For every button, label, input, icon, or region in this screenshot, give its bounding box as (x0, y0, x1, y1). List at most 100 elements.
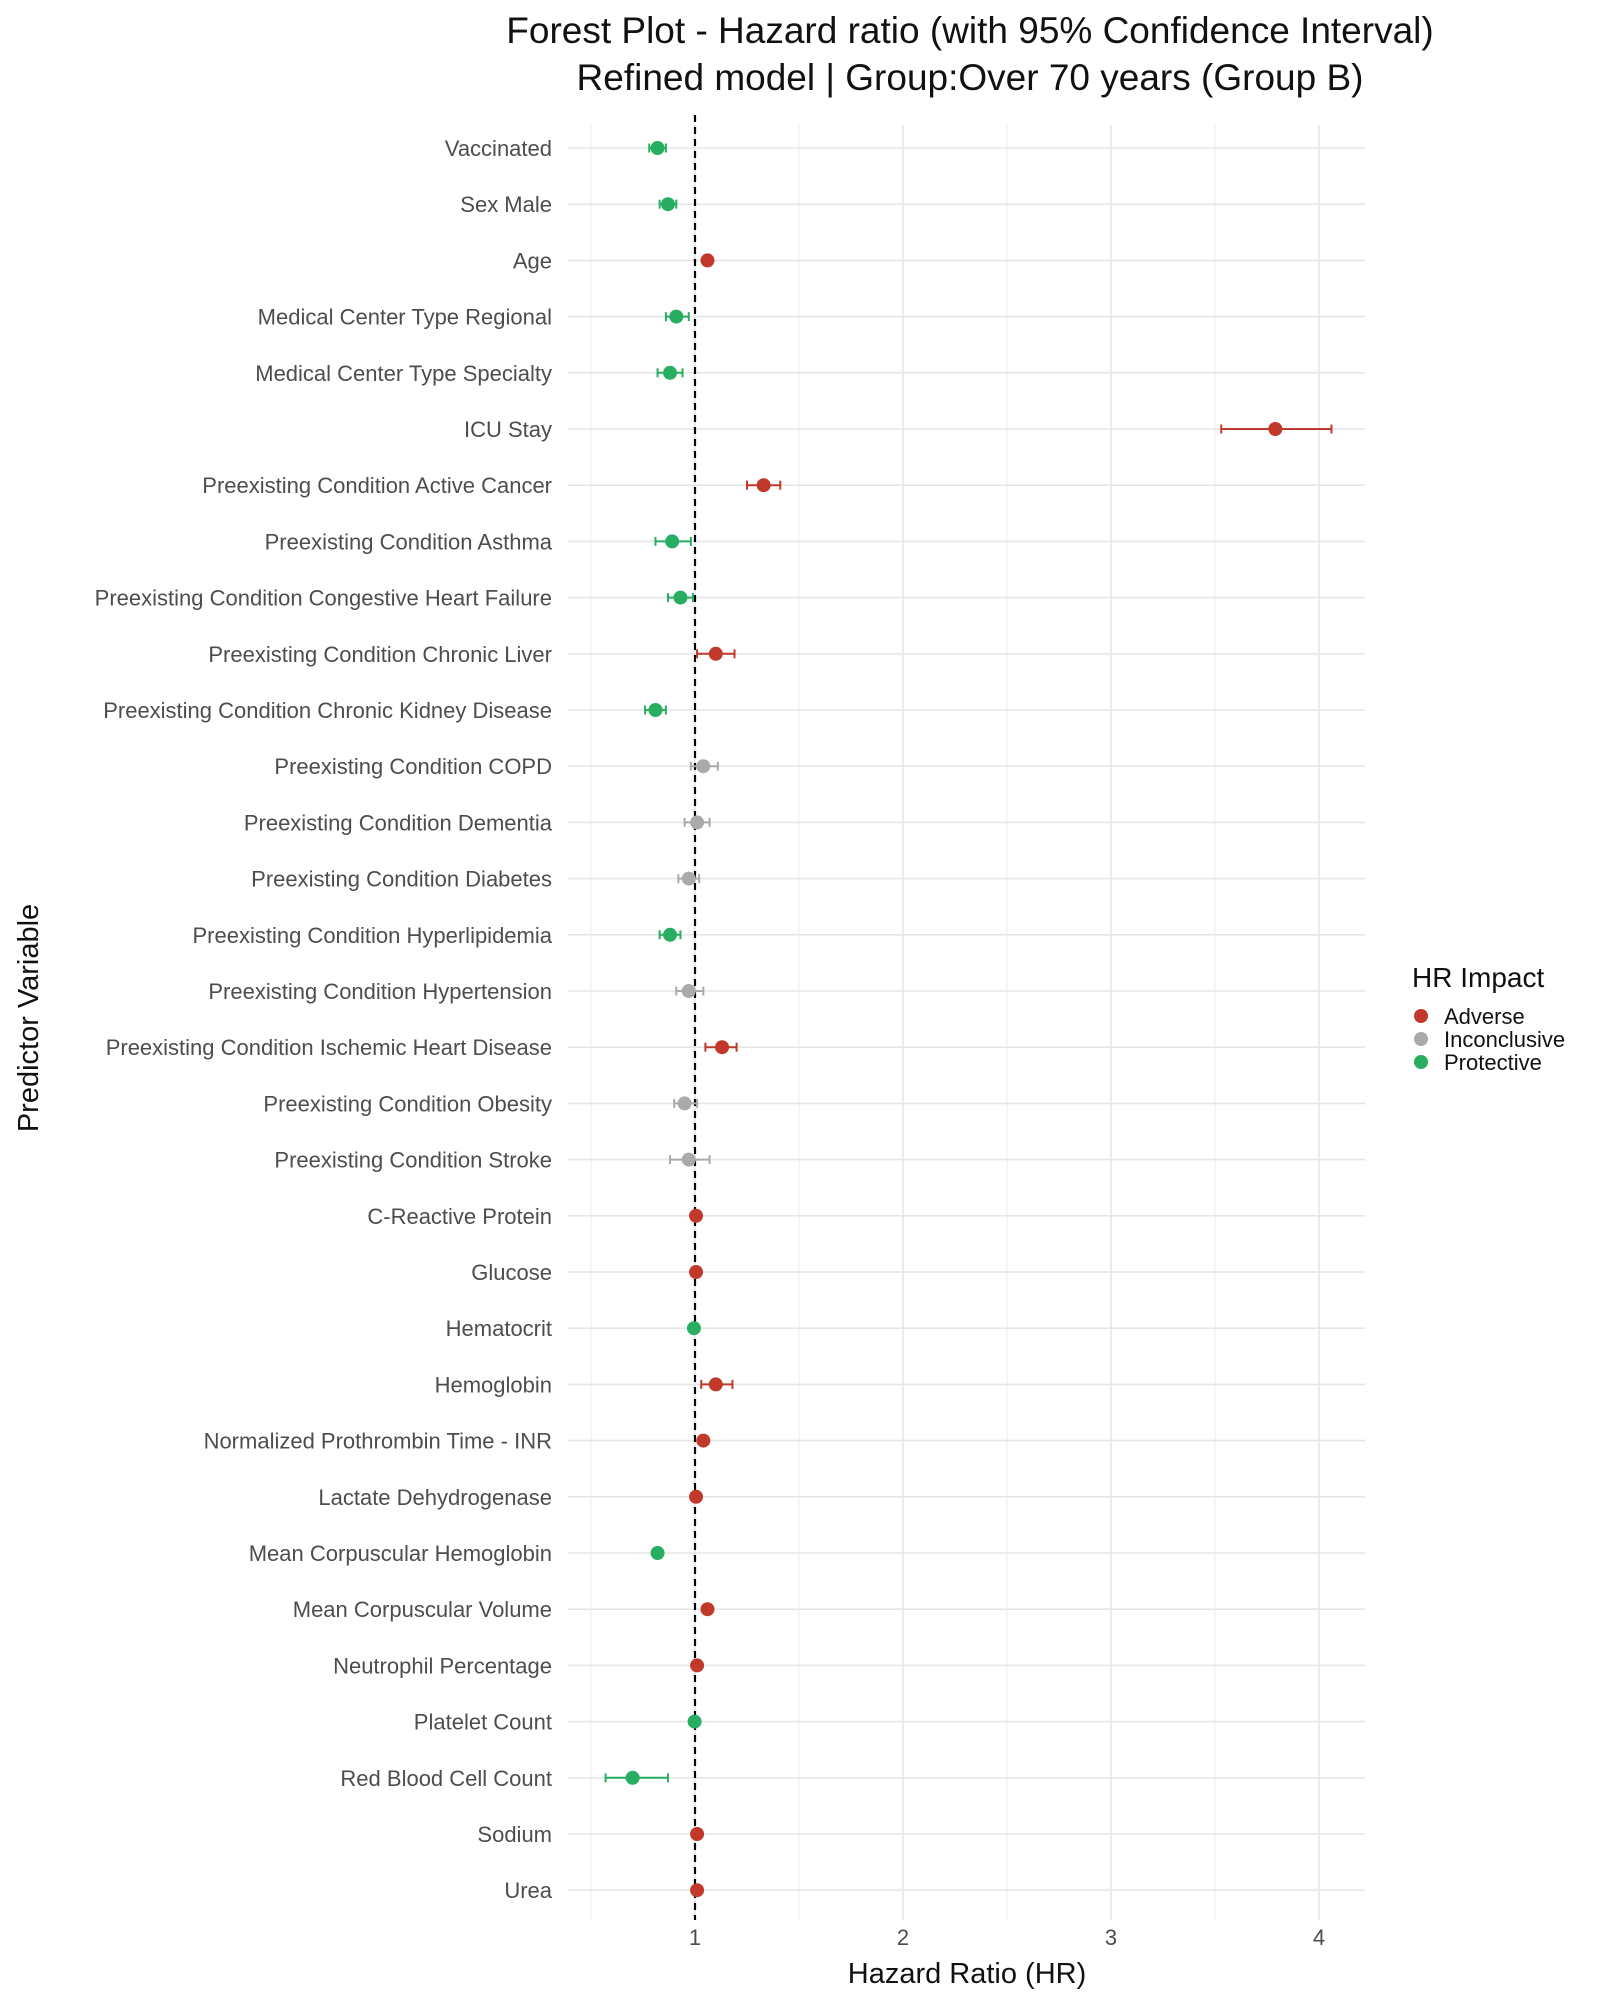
forest-row (1220, 422, 1333, 436)
forest-row (683, 815, 711, 830)
y-tick-label: Medical Center Type Specialty (255, 361, 552, 386)
hr-point (663, 927, 678, 942)
forest-row (700, 1602, 715, 1617)
y-tick-label: Mean Corpuscular Volume (293, 1597, 552, 1622)
y-tick-labels: Vaccinated Sex Male Age Medical Center Type… (95, 136, 553, 1903)
y-tick-label: ICU Stay (464, 417, 552, 442)
hr-point (690, 1658, 705, 1673)
hr-point (648, 703, 663, 717)
forest-row (654, 534, 692, 549)
legend-label: Inconclusive (1444, 1027, 1565, 1052)
hr-point (708, 1377, 723, 1392)
hr-point (696, 759, 711, 774)
y-tick-label: Preexisting Condition Diabetes (251, 867, 552, 892)
y-tick-label: Sex Male (460, 192, 552, 217)
forest-row (658, 197, 678, 212)
forest-row (644, 703, 667, 717)
hr-point (681, 871, 696, 886)
x-axis-title: Hazard Ratio (HR) (848, 1958, 1087, 1990)
y-tick-label: Red Blood Cell Count (340, 1766, 552, 1791)
x-tick-label: 1 (689, 1925, 701, 1950)
hr-point (665, 534, 680, 549)
chart-subtitle: Refined model | Group:Over 70 years (Gro… (576, 57, 1364, 98)
y-tick-label: Age (513, 248, 552, 273)
forest-row (673, 1096, 699, 1111)
hr-point (687, 1714, 702, 1729)
forest-row (696, 646, 736, 661)
hr-point (669, 309, 684, 324)
forest-row (658, 927, 682, 942)
legend-label: Protective (1444, 1050, 1542, 1075)
y-tick-label: Preexisting Condition Asthma (265, 529, 553, 554)
y-tick-label: Preexisting Condition Active Cancer (202, 473, 552, 498)
hr-point (690, 1827, 705, 1841)
forest-row (700, 1377, 734, 1392)
legend-label: Adverse (1444, 1004, 1525, 1029)
y-tick-label: Preexisting Condition COPD (274, 754, 552, 779)
hr-point (673, 590, 688, 605)
forest-row (669, 1152, 711, 1167)
y-tick-label: Preexisting Condition Dementia (244, 810, 553, 835)
y-tick-label: Mean Corpuscular Hemoglobin (249, 1541, 552, 1566)
forest-row (689, 759, 719, 774)
x-tick-label: 3 (1105, 1925, 1117, 1950)
forest-row (746, 478, 782, 493)
forest-row (689, 1489, 704, 1504)
y-tick-label: Preexisting Condition Chronic Kidney Dis… (103, 698, 552, 723)
y-tick-label: C-Reactive Protein (367, 1204, 552, 1229)
y-tick-label: Medical Center Type Regional (258, 305, 552, 330)
hr-point (700, 253, 715, 268)
forest-row (704, 1040, 738, 1055)
hr-point (690, 1883, 705, 1898)
hr-point (700, 1602, 715, 1617)
y-tick-label: Preexisting Condition Stroke (274, 1148, 552, 1173)
forest-row (656, 365, 684, 380)
y-tick-label: Normalized Prothrombin Time - INR (204, 1429, 552, 1454)
hr-point (681, 984, 696, 998)
legend-swatch (1414, 1055, 1428, 1069)
hr-point (681, 1152, 696, 1167)
grid-lines (568, 125, 1365, 1920)
hr-point (689, 1265, 704, 1279)
hr-point (677, 1096, 692, 1111)
y-tick-label: Sodium (477, 1822, 552, 1847)
forest-row (689, 1265, 704, 1279)
y-tick-label: Platelet Count (414, 1710, 552, 1735)
data-marks (604, 141, 1333, 1898)
hr-point (708, 646, 723, 661)
y-tick-label: Preexisting Condition Congestive Heart F… (95, 586, 552, 611)
y-tick-label: Preexisting Condition Chronic Liver (208, 642, 552, 667)
y-tick-label: Vaccinated (445, 136, 552, 161)
hr-point (650, 141, 665, 155)
hr-point (625, 1770, 640, 1785)
y-tick-label: Glucose (471, 1260, 552, 1285)
forest-row (686, 1321, 701, 1336)
hr-point (689, 1208, 704, 1223)
hr-point (663, 365, 678, 380)
hr-point (686, 1321, 701, 1336)
y-tick-label: Preexisting Condition Ischemic Heart Dis… (106, 1035, 552, 1060)
hr-point (1268, 422, 1283, 436)
legend-swatch (1414, 1009, 1428, 1023)
chart-title: Forest Plot - Hazard ratio (with 95% Con… (506, 10, 1434, 51)
y-tick-label: Preexisting Condition Hypertension (208, 979, 552, 1004)
forest-row (604, 1770, 669, 1785)
y-tick-label: Preexisting Condition Obesity (263, 1091, 552, 1116)
hr-point (756, 478, 771, 493)
y-tick-label: Urea (504, 1878, 552, 1903)
forest-row (690, 1883, 705, 1898)
x-tick-label: 4 (1313, 1925, 1325, 1950)
y-tick-label: Lactate Dehydrogenase (318, 1485, 552, 1510)
forest-row (664, 309, 690, 324)
forest-row (700, 253, 715, 268)
hr-point (650, 1546, 665, 1560)
y-tick-label: Preexisting Condition Hyperlipidemia (192, 923, 552, 948)
forest-row (696, 1433, 711, 1448)
y-tick-label: Hemoglobin (435, 1372, 552, 1397)
forest-row (666, 590, 694, 605)
forest-row (690, 1658, 705, 1673)
forest-row (675, 984, 705, 998)
forest-row (687, 1714, 702, 1729)
